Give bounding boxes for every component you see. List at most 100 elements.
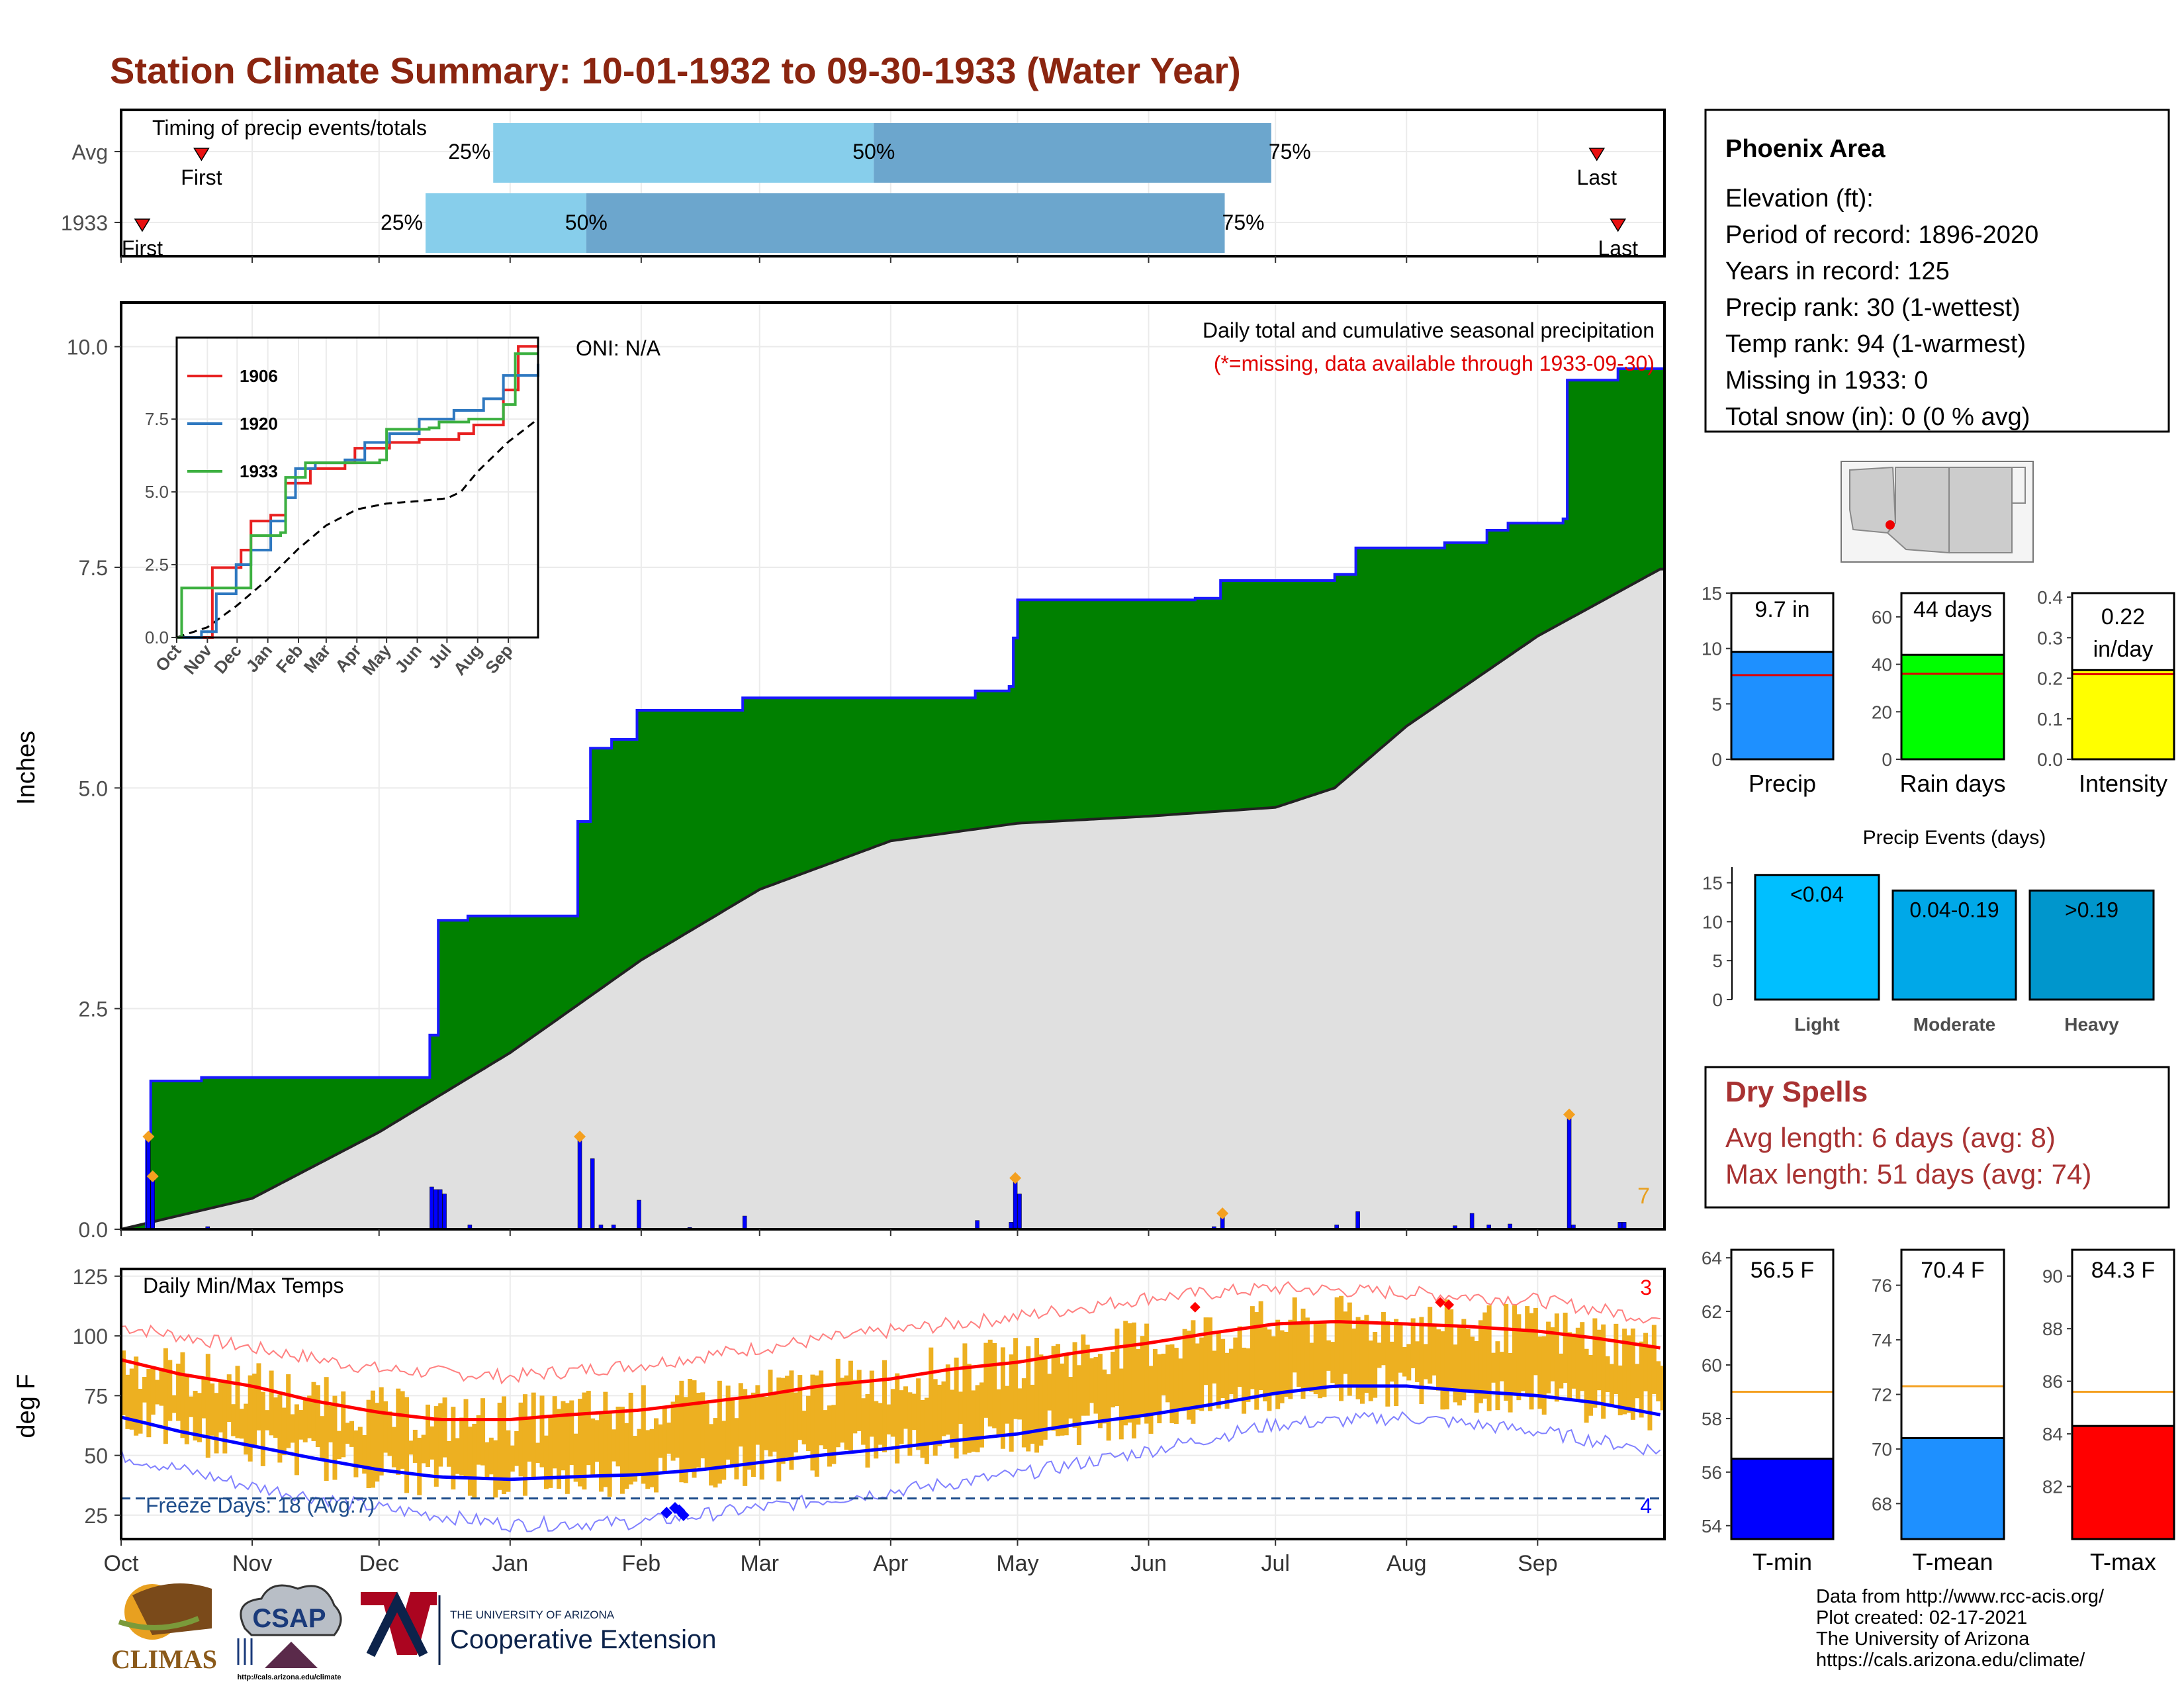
daily-temp-range-bar (302, 1399, 308, 1442)
daily-temp-range-bar (738, 1383, 743, 1447)
daily-temp-range-bar (383, 1401, 388, 1453)
first-event-marker (134, 218, 151, 232)
daily-temp-range-bar (150, 1368, 156, 1415)
summary-bar-tick-label: 0.1 (2037, 709, 2063, 729)
daily-temp-range-bar (1047, 1374, 1052, 1411)
daily-temp-range-bar (1021, 1378, 1026, 1448)
daily-temp-range-bar (1102, 1369, 1107, 1424)
daily-temp-range-bar (700, 1392, 705, 1459)
daily-temp-range-bar (1242, 1347, 1247, 1414)
temp-summary-frame (1730, 1248, 1835, 1540)
daily-temp-range-bar (543, 1435, 549, 1489)
daily-precip-bar (437, 1189, 443, 1230)
daily-temp-range-bar (1140, 1336, 1145, 1416)
record-low-marker (660, 1507, 673, 1519)
temp-summary-tick-label: 72 (1872, 1385, 1892, 1405)
daily-temp-range-bar (582, 1392, 587, 1490)
station-info-line: Missing in 1933: 0 (1725, 367, 1928, 395)
climas-logo-swoosh (118, 1616, 200, 1630)
daily-temp-range-bar (1359, 1319, 1365, 1404)
footer-line: Data from http://www.rcc-acis.org/ (1816, 1586, 2105, 1607)
daily-temp-range-bar (1165, 1344, 1171, 1403)
daily-temp-range-bar (1118, 1368, 1124, 1440)
heavy-day-marker (142, 1131, 155, 1143)
oni-label: ONI: N/A (576, 336, 661, 360)
daily-temp-range-bar (1406, 1344, 1412, 1381)
dry-spells-avg: Avg length: 6 days (avg: 8) (1725, 1122, 2056, 1153)
daily-temp-range-bar (1626, 1335, 1631, 1413)
inset-line-1920 (177, 363, 539, 639)
daily-temp-range-bar (218, 1382, 223, 1432)
daily-temp-range-bar (336, 1430, 341, 1459)
station-info-line: Total snow (in): 0 (0 % avg) (1725, 403, 2030, 431)
inset-y-tick-label: 0.0 (145, 628, 169, 647)
station-info-line: Precip rank: 30 (1-wettest) (1725, 294, 2021, 322)
daily-temp-range-bar (1275, 1319, 1281, 1409)
daily-temp-range-bar (345, 1423, 350, 1444)
daily-temp-range-bar (146, 1369, 152, 1438)
temp-y-tick-label: 75 (84, 1384, 108, 1408)
daily-temp-range-bar (1486, 1305, 1492, 1411)
summary-bar-value (1900, 653, 2005, 761)
daily-temp-range-bar (1461, 1319, 1467, 1401)
average-cumulative-area (121, 569, 1664, 1229)
temp-summary-t-max: 84.3 F 82 84 86 88 90 T-max (2042, 1248, 2175, 1575)
daily-temp-range-bar (865, 1394, 870, 1468)
daily-temp-range-bar (670, 1401, 676, 1461)
temp-y-tick-label: 25 (84, 1504, 108, 1528)
daily-temp-range-bar (531, 1392, 536, 1480)
daily-temp-range-bar (476, 1415, 481, 1465)
daily-temp-range-bar (1288, 1319, 1293, 1399)
temp-frame (120, 1268, 1666, 1540)
csap-logo-cloud (240, 1584, 342, 1636)
inset-legend-label: 1906 (240, 366, 278, 386)
daily-temp-range-bar (1504, 1303, 1509, 1401)
daily-temp-range-bar (1457, 1326, 1462, 1406)
daily-temp-range-bar (1030, 1384, 1035, 1444)
temp-summary-tick-label: 88 (2042, 1319, 2063, 1339)
temp-summary-value-bar (1730, 1458, 1835, 1540)
daily-temp-range-bar (138, 1389, 143, 1434)
temp-panel-title: Daily Min/Max Temps (143, 1274, 343, 1297)
record-low-line (120, 1411, 1661, 1533)
daily-temp-range-bar (1064, 1355, 1069, 1436)
daily-temp-range-bar (1394, 1319, 1399, 1407)
event-bar-label: Heavy (2064, 1014, 2119, 1035)
daily-temp-range-bar (945, 1364, 950, 1435)
last-event-marker (1610, 218, 1627, 232)
precip-subheader: (*=missing, data available through 1933-… (1214, 352, 1655, 375)
temp-summary-tick-label: 58 (1702, 1409, 1722, 1429)
daily-temp-range-bar (730, 1399, 735, 1466)
daily-temp-range-bar (827, 1405, 832, 1467)
summary-bar-tick-label: 40 (1872, 655, 1892, 675)
precip-header: Daily total and cumulative seasonal prec… (1203, 318, 1655, 342)
daily-temp-range-bar (874, 1401, 879, 1459)
daily-temp-range-bar (755, 1385, 760, 1445)
university-logo-line1: THE UNIVERSITY OF ARIZONA (450, 1609, 615, 1621)
daily-temp-range-bar (472, 1423, 477, 1499)
daily-temp-range-bar (129, 1368, 134, 1430)
daily-precip-bar (1469, 1213, 1475, 1230)
daily-temp-range-bar (806, 1395, 811, 1452)
temp-summary-label: T-max (2090, 1548, 2156, 1575)
summary-bar-rain-days: 44 days 0 20 40 60 Rain days (1872, 592, 2006, 797)
summary-bar-label: Intensity (2079, 770, 2167, 797)
average-cumulative-line (120, 567, 1664, 1231)
daily-temp-range-bar (244, 1403, 249, 1455)
daily-temp-range-bar (1152, 1348, 1158, 1414)
daily-temp-range-bar (1537, 1336, 1543, 1409)
daily-temp-range-bar (484, 1442, 490, 1480)
daily-temp-range-bar (586, 1391, 591, 1466)
daily-temp-range-bar (1617, 1365, 1623, 1416)
daily-temp-range-bar (810, 1374, 815, 1471)
daily-temp-range-bar (391, 1427, 396, 1468)
daily-temp-range-bar (522, 1394, 527, 1496)
daily-temp-range-bar (911, 1393, 917, 1430)
daily-temp-range-bar (1512, 1305, 1517, 1395)
heavy-day-marker (1009, 1172, 1022, 1184)
daily-temp-range-bar (155, 1380, 160, 1405)
daily-temp-range-bar (328, 1405, 334, 1442)
daily-temp-range-bar (349, 1421, 354, 1447)
daily-temp-range-bar (1449, 1309, 1454, 1388)
daily-temp-range-bar (776, 1377, 782, 1481)
